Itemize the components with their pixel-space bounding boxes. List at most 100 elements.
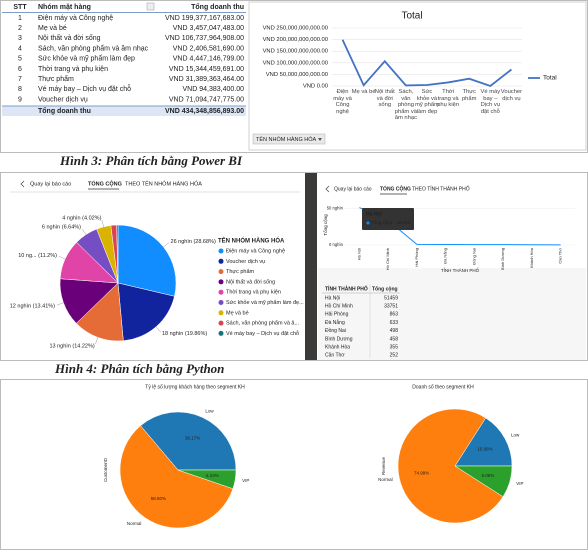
legend-swatch [218, 320, 224, 326]
tab: THEO TỈNH THÀNH PHỐ [412, 185, 470, 192]
table-cell: 1 [18, 15, 22, 22]
legend-label: Sách, văn phòng phẩm và â... [226, 320, 300, 327]
pie-slice [117, 282, 175, 342]
tooltip-title: Hà Nội [366, 211, 382, 217]
table-cell: 9 [18, 96, 22, 103]
legend-title: TÊN NHÓM HÀNG HÓA [218, 237, 285, 245]
table-cell: Khánh Hòa [325, 345, 350, 351]
table-cell: VND 2,406,581,690.00 [173, 45, 244, 52]
legend-label: Voucher dịch vụ [226, 259, 265, 265]
chart-title: Total [401, 11, 422, 22]
leader-line [155, 326, 161, 333]
pie-data-label: 58.60% [151, 496, 166, 501]
excel-chart-frame [248, 1, 587, 151]
y-tick-label: VND 50,000,000,000.00 [266, 72, 328, 78]
legend-label: Mẹ và bé [226, 310, 249, 316]
legend-swatch [218, 310, 224, 316]
table-cell: Đồng Nai [325, 328, 346, 334]
filter-button-label: TÊN NHÓM HÀNG HÓA [256, 135, 317, 143]
table-cell: 4 [18, 45, 22, 52]
legend-swatch [218, 300, 224, 305]
legend-label: Sức khỏe và mỹ phẩm làm đẹ... [226, 299, 304, 306]
powerbi-table-bg [318, 268, 586, 360]
pie-slice [454, 465, 513, 498]
table-header: Tổng doanh thu [191, 3, 244, 11]
leader-line [81, 228, 87, 235]
table-cell: Cần Thơ [325, 353, 345, 359]
table-cell: 8 [18, 86, 22, 93]
tab: TỔNG CỘNG [380, 184, 411, 192]
table-total-bg [2, 106, 246, 116]
table-cell: 355 [390, 345, 399, 351]
legend-label: Điện máy và Công nghệ [226, 248, 285, 254]
pie-slice [140, 411, 237, 471]
x-tick-label: Sách, văn phòng phẩm và âm nhạc [394, 89, 417, 122]
pie-data-label: 74.99% [414, 471, 429, 476]
table-cell: Nội thất và đời sống [38, 33, 101, 42]
line-series [341, 39, 512, 87]
table-cell: 33751 [384, 304, 398, 310]
tooltip-series: Tổng cộng [371, 219, 393, 225]
x-tick-label: Bình Dương [500, 248, 505, 270]
table-header: TỈNH THÀNH PHỐ [325, 285, 368, 292]
table-header: Nhóm mặt hàng [38, 4, 91, 11]
legend-swatch [218, 330, 224, 336]
legend-label: Thực phẩm [226, 268, 255, 275]
table-cell: Voucher dịch vụ [38, 96, 88, 103]
table-cell: 2 [18, 25, 22, 32]
table-cell: Sách, văn phòng phẩm và âm nhạc [38, 44, 149, 52]
x-tick-label: Điện máy và Công nghệ [333, 89, 352, 115]
table-total-label: Tổng doanh thu [38, 107, 91, 115]
table-cell: Hà Nội [325, 295, 340, 301]
table-cell: Thực phẩm [38, 75, 74, 83]
x-tick-label: Thực phẩm [461, 89, 477, 102]
x-tick-label: Hồ Chí Minh [385, 248, 390, 270]
x-tick-label: Hải Phòng [414, 248, 419, 267]
table-cell: VND 94,383,400.00 [183, 86, 245, 93]
leader-line [95, 337, 99, 345]
legend-label: Nội thất và đời sống [226, 279, 275, 285]
y-axis-label: Revenue [381, 456, 386, 475]
table-total-value: VND 434,348,856,893.00 [165, 108, 244, 115]
table-cell: VND 106,737,964,908.00 [165, 35, 244, 42]
y-tick-label: 50 nghìn [327, 206, 344, 211]
table-cell: Sức khỏe và mỹ phẩm làm đẹp [38, 55, 135, 63]
powerbi-toolbar [305, 173, 317, 360]
pie-data-label: 6 nghìn (6.64%) [42, 225, 81, 231]
table-cell: VND 3,457,047,483.00 [173, 25, 244, 32]
x-tick-label: Cần Thơ [558, 248, 563, 264]
x-tick-label: Đà Nẵng [443, 248, 448, 264]
pie-category-label: Low [511, 433, 520, 438]
x-axis-label: TỈNH THÀNH PHỐ [441, 267, 480, 273]
pie-data-label: 10 ng... (11.2%) [18, 253, 57, 259]
back-button: Quay lại báo cáo [334, 186, 372, 192]
legend-label: Thời trang và phụ kiện [226, 290, 281, 296]
pie-data-label: 26 nghìn (28.68%) [171, 239, 216, 245]
legend-label: Total [543, 75, 557, 82]
pie-category-label: Normal [378, 477, 393, 482]
y-tick-label: VND 150,000,000,000.00 [263, 49, 328, 55]
x-tick-label: Nội thất và đời sống [374, 89, 395, 109]
leader-line [101, 219, 104, 227]
caption: Hình 4: Phân tích bằng Python [54, 361, 224, 376]
legend-swatch [218, 279, 224, 285]
table-cell: 5 [18, 56, 22, 63]
leader-line [58, 255, 66, 260]
pie-category-label: Low [205, 408, 214, 413]
x-tick-label: Khánh Hòa [529, 247, 534, 268]
y-tick-label: VND 200,000,000,000.00 [263, 37, 328, 43]
leader-line [163, 242, 170, 248]
table-cell: VND 15,344,459,691.00 [169, 66, 244, 73]
pie-slice [454, 417, 513, 467]
y-tick-label: VND 250,000,000,000.00 [263, 26, 328, 32]
x-tick-label: Thời trang và phụ kiện [437, 89, 460, 109]
chart-title: Tỷ lệ số lượng khách hàng theo segment K… [145, 383, 245, 390]
table-cell: 7 [18, 76, 22, 83]
pie-category-label: VIP [516, 481, 523, 486]
pie-slice [397, 408, 504, 524]
leader-line [56, 302, 64, 306]
y-axis-label: Tổng cộng [322, 214, 328, 236]
tab: THEO TÊN NHÓM HÀNG HÓA [125, 179, 202, 187]
